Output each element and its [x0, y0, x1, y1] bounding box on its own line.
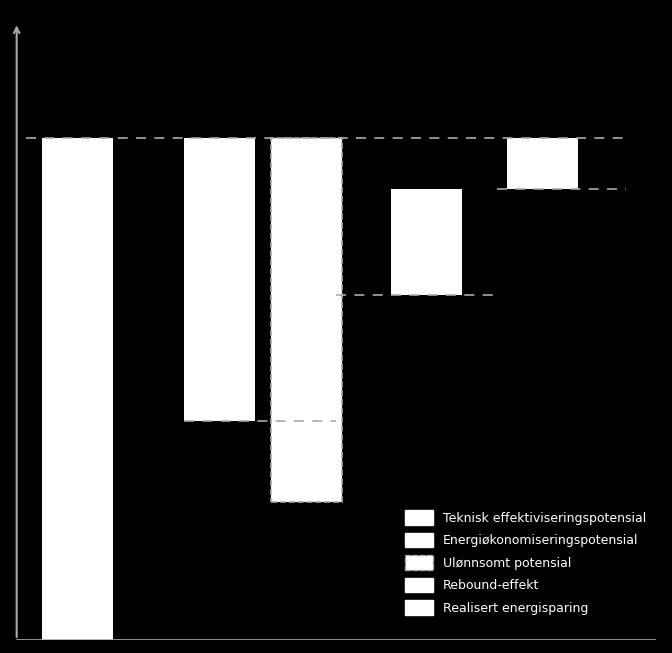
Bar [507, 138, 578, 189]
Bar [42, 138, 114, 640]
Bar [184, 138, 255, 421]
Bar [271, 138, 343, 502]
Bar [391, 189, 462, 295]
Legend: Teknisk effektiviseringspotensial, Energiøkonomiseringspotensial, Ulønnsomt pote: Teknisk effektiviseringspotensial, Energ… [399, 504, 653, 621]
